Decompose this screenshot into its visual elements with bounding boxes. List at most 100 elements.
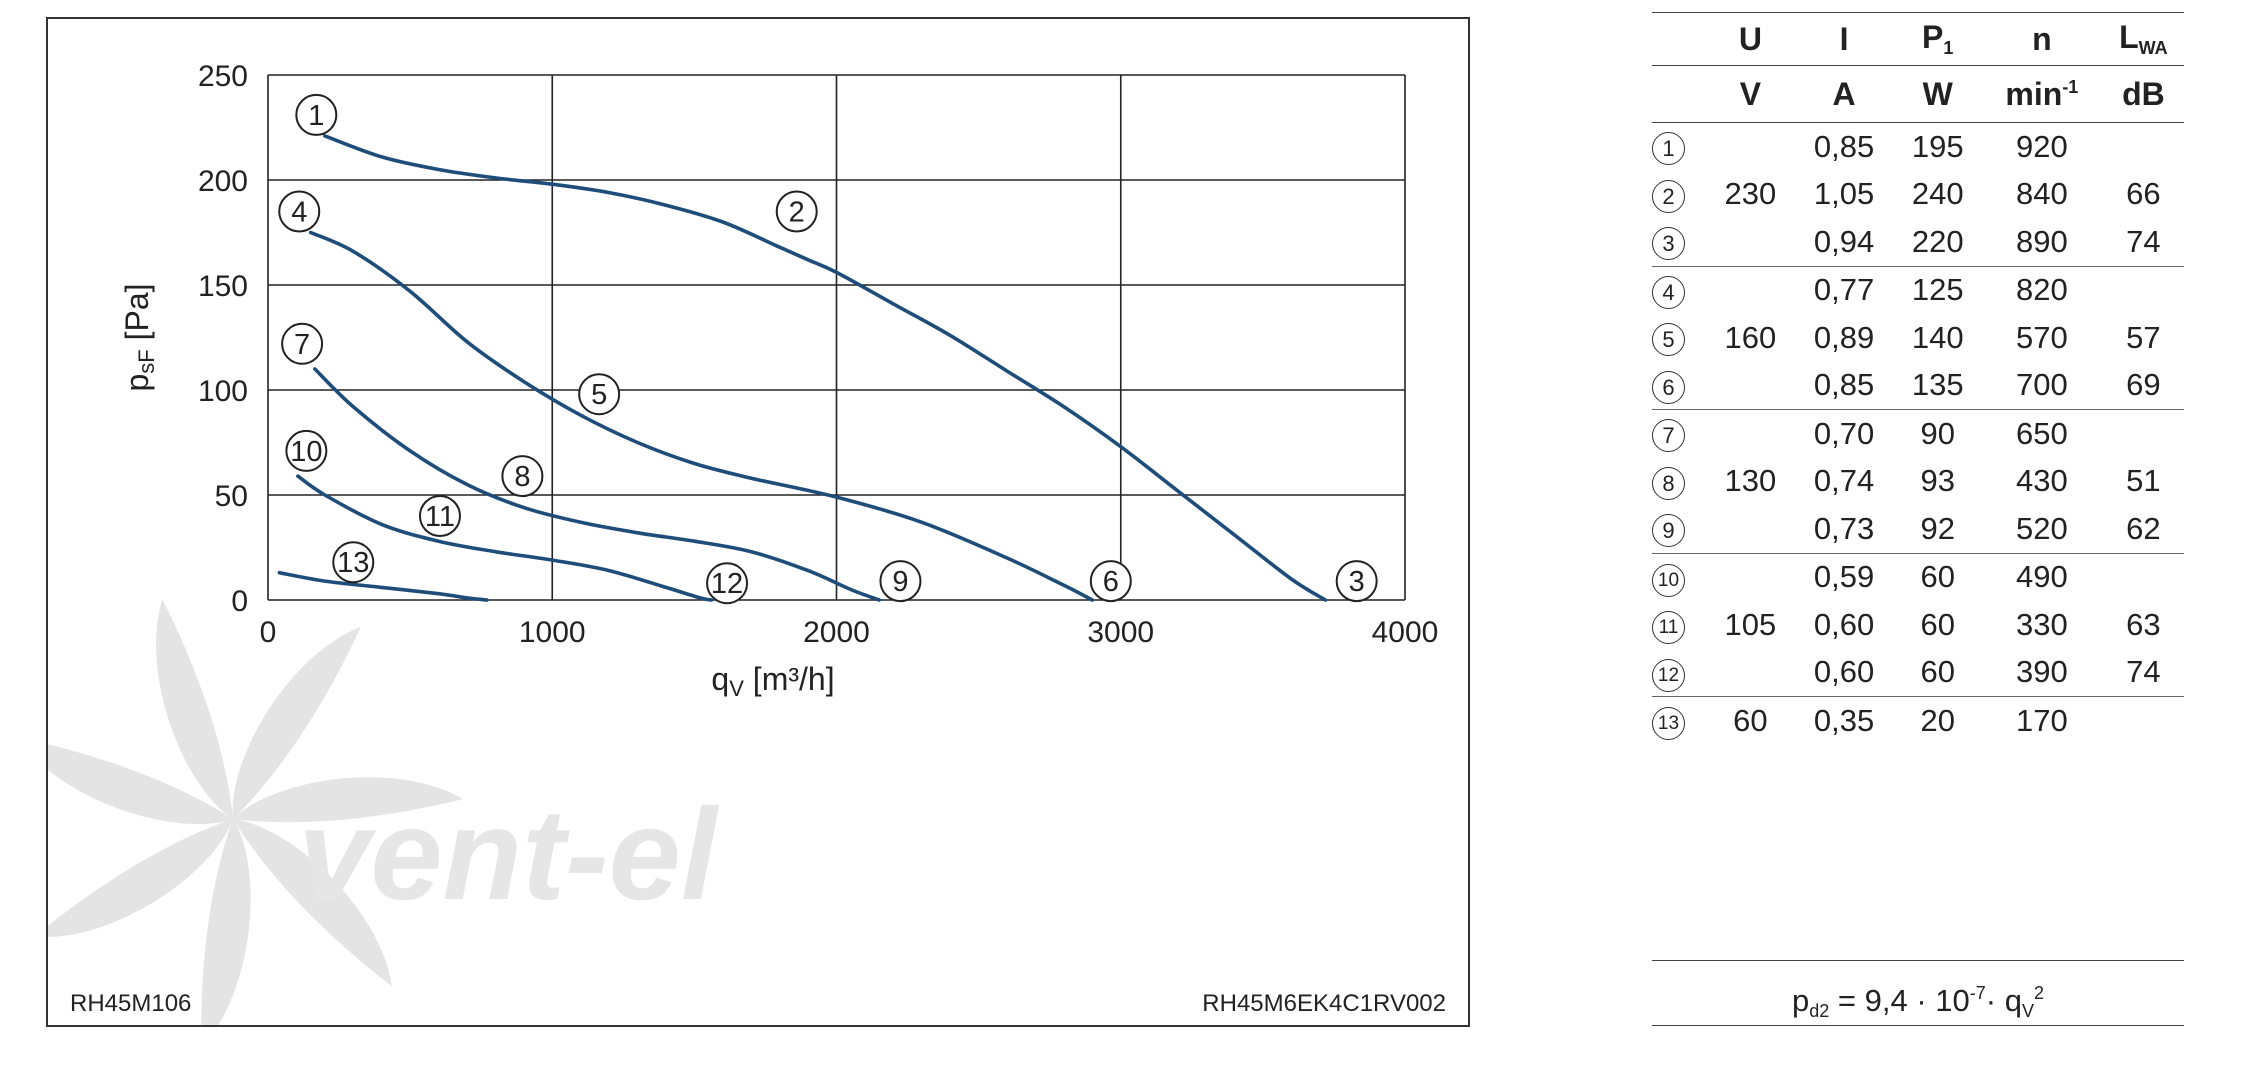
table-row: 10 0,59 60 490 xyxy=(1652,553,2184,601)
cell-P1: 60 xyxy=(1920,559,1955,595)
marker-circle xyxy=(332,541,375,584)
col-header-5: LWA xyxy=(2102,12,2184,66)
y-tick-label: 100 xyxy=(198,375,248,408)
marker-circle xyxy=(418,495,461,537)
y-tick-label: 50 xyxy=(215,480,248,513)
curve-layer xyxy=(277,134,1328,602)
cell-I: 0,94 xyxy=(1793,218,1895,267)
cell-LWA: 69 xyxy=(2102,361,2184,410)
marker-label: 9 xyxy=(892,566,908,598)
col-header-main: P xyxy=(1922,19,1944,55)
curve-marker-4: 4 xyxy=(278,190,321,233)
table-row: 6 0,85 135 700 69 xyxy=(1652,361,2184,410)
unit-main: W xyxy=(1922,75,1953,112)
table-row: 2 230 1,05 240 840 66 xyxy=(1652,171,2184,219)
curve-marker-2: 2 xyxy=(775,190,818,233)
unit-header-0 xyxy=(1652,65,1708,123)
row-marker: 9 xyxy=(1652,514,1685,548)
cell-n: 390 xyxy=(1980,648,2103,697)
marker-circle xyxy=(278,190,321,233)
cell-P1: 140 xyxy=(1911,319,1964,355)
formula-rhs-sub: V xyxy=(2021,1001,2034,1021)
marker-label: 13 xyxy=(337,547,369,579)
cell-LWA: 66 xyxy=(2126,176,2161,212)
x-tick-label: 3000 xyxy=(1087,616,1154,649)
cell-n: 700 xyxy=(1980,361,2103,410)
marker-circle xyxy=(1335,560,1378,603)
cell-P1: 92 xyxy=(1894,505,1981,554)
row-marker-cell: 10 xyxy=(1652,553,1707,601)
col-header-main: U xyxy=(1738,20,1762,57)
cell-n: 330 xyxy=(2016,606,2068,642)
table-row: 4 0,77 125 820 xyxy=(1652,266,2184,314)
marker-label: 6 xyxy=(1103,566,1119,598)
unit-sup: -1 xyxy=(2062,76,2079,97)
row-marker: 6 xyxy=(1652,370,1685,404)
cell-U: 130 xyxy=(1724,463,1777,499)
y-axis-label: psF [Pa] xyxy=(119,283,159,391)
cell-P1: 240 xyxy=(1911,176,1964,212)
cell-U xyxy=(1707,505,1794,554)
cell-U xyxy=(1707,361,1794,410)
table-row: 9 0,73 92 520 62 xyxy=(1652,505,2184,554)
table-row: 3 0,94 220 890 74 xyxy=(1652,218,2184,267)
table-row: 11 105 0,60 60 330 63 xyxy=(1652,601,2184,649)
col-header-main: I xyxy=(1839,20,1849,57)
cell-P1: 60 xyxy=(1920,606,1955,642)
unit-header-5: dB xyxy=(2102,65,2184,123)
cell-I: 0,35 xyxy=(1813,702,1875,738)
marker-circle xyxy=(1089,560,1132,603)
cell-U xyxy=(1707,648,1794,697)
col-header-2: I xyxy=(1793,12,1895,66)
cell-I: 0,74 xyxy=(1813,463,1875,499)
watermark-blade xyxy=(232,626,361,819)
cell-LWA: 57 xyxy=(2126,319,2161,355)
cell-n: 520 xyxy=(1980,505,2103,554)
curve-marker-12: 12 xyxy=(706,562,749,605)
header-row: U I P1 n LWA xyxy=(1652,12,2184,66)
curve-13 xyxy=(277,570,489,602)
marker-label: 3 xyxy=(1349,566,1365,598)
curve-7 xyxy=(313,367,881,602)
cell-U xyxy=(1707,218,1794,267)
row-marker-cell: 2 xyxy=(1652,171,1707,219)
col-header-4: n xyxy=(1980,12,2103,66)
cell-U: 160 xyxy=(1724,319,1777,355)
cell-LWA: 74 xyxy=(2102,648,2184,697)
row-marker-cell: 1 xyxy=(1652,123,1707,171)
y-tick-label: 0 xyxy=(231,585,248,618)
cell-P1: 135 xyxy=(1894,361,1981,410)
chart-frame: vent-el 1 2 3 4 5 6 7 8 9 10 11 12 13 0 1000 2000 3000 4… xyxy=(46,17,1470,1027)
row-marker-cell: 13 xyxy=(1652,697,1707,745)
row-marker: 7 xyxy=(1652,419,1685,453)
curve-marker-1: 1 xyxy=(295,93,338,136)
x-tick-label: 1000 xyxy=(519,616,586,649)
formula-rhs-sup: 2 xyxy=(2033,983,2044,1003)
y-tick-label: 200 xyxy=(198,165,248,198)
marker-circle xyxy=(285,429,328,472)
row-marker-cell: 9 xyxy=(1652,505,1708,554)
cell-U xyxy=(1707,410,1793,458)
curve-marker-8: 8 xyxy=(501,455,544,498)
row-marker-cell: 8 xyxy=(1652,458,1707,506)
formula-lhs-sub: d2 xyxy=(1809,1001,1830,1021)
x-axis-label: qV [m³/h] xyxy=(711,661,834,701)
cell-U: 105 xyxy=(1724,606,1777,642)
cell-n: 570 xyxy=(2016,319,2068,355)
cell-I: 0,59 xyxy=(1813,559,1875,595)
cell-P1: 90 xyxy=(1920,415,1955,451)
code-left: RH45M106 xyxy=(70,990,191,1017)
marker-circle xyxy=(879,560,922,603)
row-marker-cell: 11 xyxy=(1652,601,1707,649)
row-marker: 13 xyxy=(1652,707,1685,741)
cell-n: 170 xyxy=(2016,702,2068,738)
cell-U xyxy=(1707,266,1793,314)
cell-n: 490 xyxy=(2016,559,2068,595)
watermark-blade xyxy=(233,777,463,823)
table-row: 8 130 0,74 93 430 51 xyxy=(1652,458,2184,506)
row-marker: 4 xyxy=(1652,275,1685,309)
table-row: 1 0,85 195 920 xyxy=(1652,123,2184,171)
cell-I: 0,60 xyxy=(1793,648,1895,697)
